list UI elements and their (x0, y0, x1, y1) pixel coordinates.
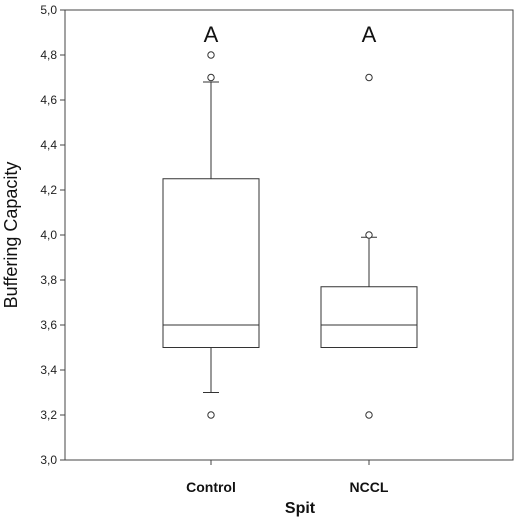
y-axis-title: Buffering Capacity (1, 162, 21, 309)
outlier-point (207, 73, 215, 82)
outlier-point (365, 411, 373, 419)
plot-area-frame (64, 9, 514, 461)
iqr-box (320, 286, 418, 348)
box-nccl: A (320, 22, 418, 419)
y-tick-label: 4,4 (40, 138, 57, 152)
y-tick-label: 4,6 (40, 93, 57, 107)
y-tick-label: 3,8 (40, 273, 57, 287)
x-axis-title: Spit (285, 500, 316, 517)
outlier-point (365, 231, 373, 239)
y-tick-label: 4,2 (40, 183, 57, 197)
y-tick-label: 5,0 (40, 3, 57, 17)
outlier-point (207, 411, 215, 419)
x-tick-label: Control (186, 479, 236, 495)
x-tick-label: NCCL (350, 479, 389, 495)
x-axis-ticks: Control NCCL (186, 460, 389, 495)
y-tick-label: 4,0 (40, 228, 57, 242)
y-tick-label: 4,8 (40, 48, 57, 62)
significance-letter: A (362, 22, 377, 47)
y-tick-label: 3,6 (40, 318, 57, 332)
y-tick-label: 3,4 (40, 363, 57, 377)
y-tick-label: 3,0 (40, 453, 57, 467)
y-tick-label: 3,2 (40, 408, 57, 422)
iqr-box (162, 178, 260, 348)
outlier-point (365, 73, 373, 82)
y-axis-ticks: 3,0 3,2 3,4 3,6 3,8 4,0 4,2 4,4 4,6 4,8 5,0 (40, 3, 65, 467)
outlier-point (207, 51, 215, 59)
box-control: A (162, 22, 260, 419)
significance-letter: A (204, 22, 219, 47)
